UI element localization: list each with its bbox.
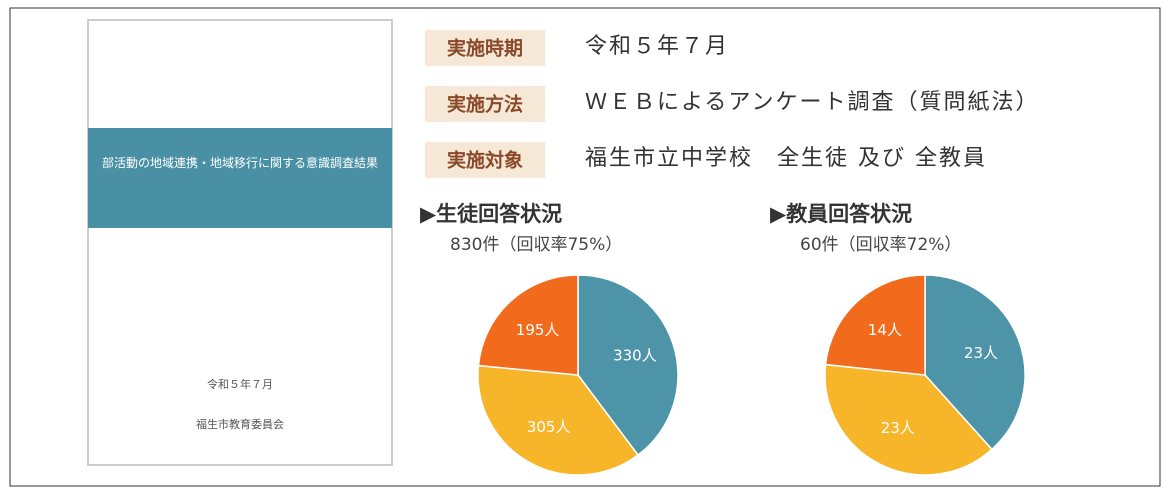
pie-slice <box>824 274 926 376</box>
slice-label: 23人 <box>881 419 915 437</box>
info-label: 実施対象 <box>447 149 523 172</box>
chart-subtitle: 60件（回収率72%） <box>800 235 961 255</box>
pie-slice <box>477 274 579 376</box>
slice-label: 195人 <box>516 321 560 339</box>
cover-title-box: 部活動の地域連携・地域移行に関する意識調査結果 <box>101 156 378 170</box>
chart-title: ▶生徒回答状況 <box>420 202 562 226</box>
label-box <box>425 142 545 178</box>
chart-subtitle: 830件（回収率75%） <box>450 235 622 255</box>
slice-label: 23人 <box>964 344 998 362</box>
pie-slice <box>924 274 1026 451</box>
info-label: 実施時期 <box>447 37 523 60</box>
slice-label: 305人 <box>527 418 571 436</box>
chart-title: ▶教員回答状況 <box>770 202 912 226</box>
cover <box>87 19 393 466</box>
info-value: ＷＥＢによるアンケート調査（質問紙法） <box>585 90 1039 115</box>
info-value: 令和５年７月 <box>585 34 729 59</box>
pie-slice <box>824 363 993 476</box>
pie-slice <box>477 364 640 476</box>
pie-slice <box>577 274 679 457</box>
slice-label: 330人 <box>613 347 657 365</box>
label-box <box>425 30 545 66</box>
label-box <box>425 86 545 122</box>
cover-publisher: 福生市教育委員会 <box>196 417 284 431</box>
info-label: 実施方法 <box>447 93 523 116</box>
cover-band <box>88 128 392 228</box>
cover-date: 令和５年７月 <box>207 377 273 391</box>
info-value: 福生市立中学校 全生徒 及び 全教員 <box>585 146 987 171</box>
slice-label: 14人 <box>868 321 902 339</box>
cover-title: 部活動の地域連携・地域移行に関する意識調査結果 <box>101 156 378 170</box>
